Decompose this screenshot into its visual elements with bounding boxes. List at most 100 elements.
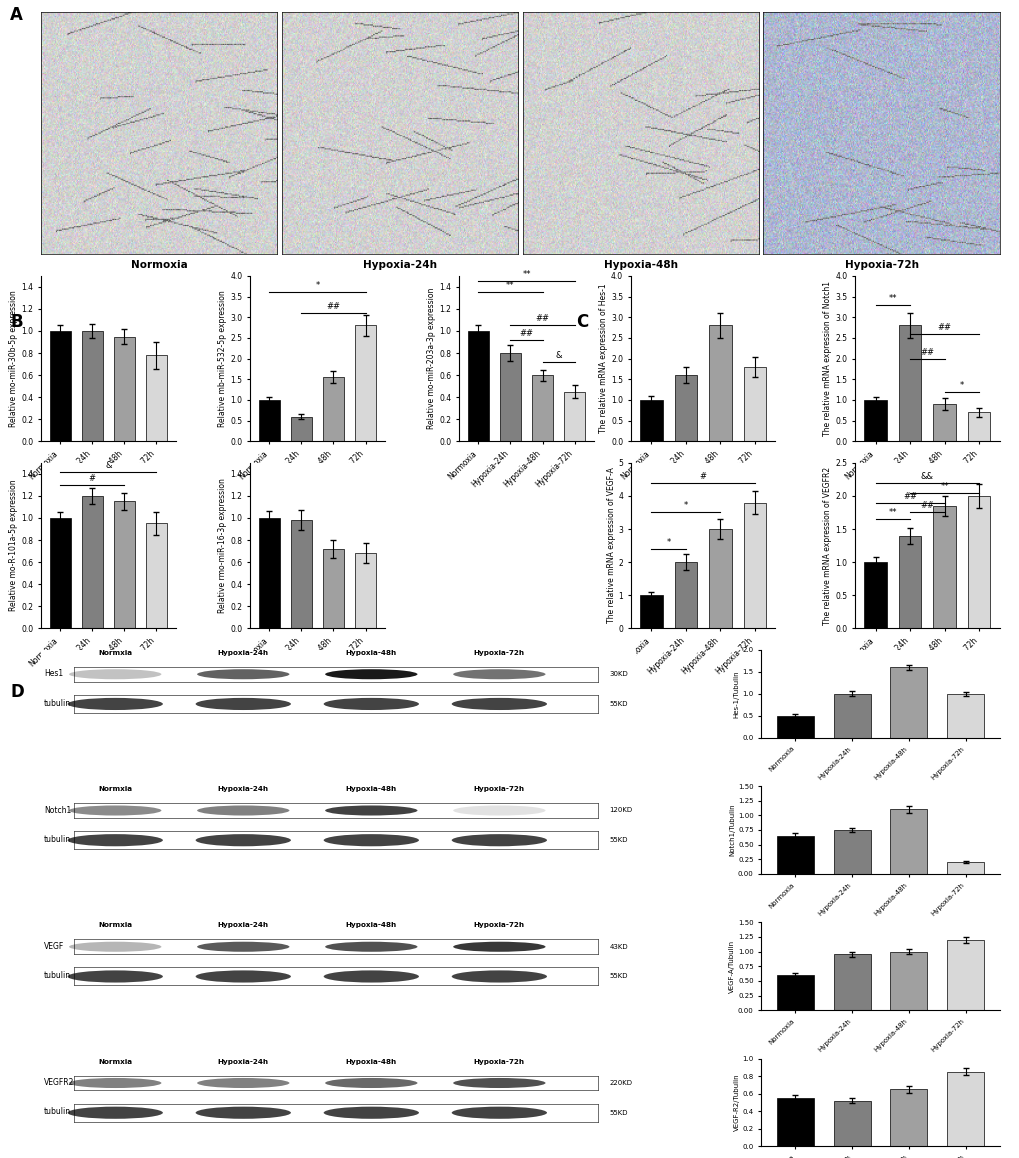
Text: Hypoxia-72h: Hypoxia-72h [474,786,525,792]
Ellipse shape [69,669,161,680]
Text: #: # [699,471,706,481]
Text: **: ** [522,270,530,279]
Text: &&: && [920,471,932,481]
Bar [640,595,662,629]
Bar [898,536,920,629]
Y-axis label: Notch1/Tubulin: Notch1/Tubulin [729,804,735,856]
Bar [82,331,103,441]
Text: B: B [10,313,22,331]
Bar [259,518,279,629]
Y-axis label: Relative rmo-miR-16-3p expression: Relative rmo-miR-16-3p expression [218,478,227,613]
Bar [932,404,955,441]
Text: tubulin: tubulin [44,698,71,708]
Bar [355,554,376,629]
Text: **: ** [940,482,948,491]
Bar [564,391,585,441]
Bar [833,694,869,738]
Bar [50,331,70,441]
Text: Hypoxia-48h: Hypoxia-48h [345,786,396,792]
Bar [932,506,955,629]
Text: ##: ## [326,302,340,312]
Bar [743,367,765,441]
Y-axis label: Hes-1/Tubulin: Hes-1/Tubulin [733,669,739,718]
Text: D: D [10,683,23,702]
Ellipse shape [197,669,289,680]
Text: Normxia: Normxia [98,923,132,929]
X-axis label: Hypoxia-48h: Hypoxia-48h [603,259,677,270]
Ellipse shape [69,941,161,952]
Bar [890,667,926,738]
Text: Normxia: Normxia [98,786,132,792]
Text: Notch1: Notch1 [44,806,71,814]
Bar [146,523,167,629]
Text: tubulin: tubulin [44,835,71,844]
Ellipse shape [196,970,290,982]
Bar [947,694,983,738]
Text: Hypoxia-24h: Hypoxia-24h [217,923,269,929]
Text: Hypoxia-48h: Hypoxia-48h [345,923,396,929]
Text: Hes1: Hes1 [44,669,63,679]
Ellipse shape [197,1078,289,1089]
Bar [890,1090,926,1146]
Ellipse shape [196,698,290,710]
Text: **: ** [888,508,897,518]
Ellipse shape [67,1107,163,1119]
Text: *: * [683,501,688,511]
Text: Hypoxia-24h: Hypoxia-24h [217,1058,269,1064]
Text: ##: ## [919,347,933,357]
Text: Hypoxia-72h: Hypoxia-72h [474,1058,525,1064]
Bar [776,716,813,738]
Bar [499,353,521,441]
Text: VEGFR2: VEGFR2 [44,1078,74,1087]
Bar [290,417,312,441]
Y-axis label: The relative mRNA expression of Hes-1: The relative mRNA expression of Hes-1 [599,284,607,433]
Bar [898,325,920,441]
Bar [259,400,279,441]
Text: &: & [105,461,111,470]
Text: Hypoxia-72h: Hypoxia-72h [474,923,525,929]
Text: ##: ## [902,491,916,500]
Ellipse shape [451,698,546,710]
Ellipse shape [325,806,417,815]
Text: Hypoxia-72h: Hypoxia-72h [474,650,525,655]
Ellipse shape [67,698,163,710]
Bar [947,863,983,874]
Ellipse shape [325,1078,417,1089]
Text: *: * [959,381,963,390]
Text: *: * [315,281,319,291]
Ellipse shape [451,1107,546,1119]
Bar [675,562,696,629]
Bar [833,830,869,874]
Bar [290,520,312,629]
X-axis label: Hypoxia-72h: Hypoxia-72h [844,259,918,270]
Y-axis label: The relative mRNA expression of VEGFR2: The relative mRNA expression of VEGFR2 [822,467,832,624]
Y-axis label: VEGF-A/Tubulin: VEGF-A/Tubulin [729,939,735,992]
Bar [146,356,167,441]
Bar [890,952,926,1010]
Text: ##: ## [535,315,549,323]
Text: 220KD: 220KD [609,1080,632,1086]
Y-axis label: VEGF-R2/Tubulin: VEGF-R2/Tubulin [733,1073,739,1131]
Bar [967,496,989,629]
Bar [114,337,135,441]
Text: VEGF: VEGF [44,941,64,951]
Ellipse shape [69,1078,161,1089]
Text: **: ** [888,294,897,302]
Y-axis label: Relative mo-miR-30b-5p expression: Relative mo-miR-30b-5p expression [9,291,18,427]
Bar [708,529,731,629]
Ellipse shape [323,1107,419,1119]
Bar [833,954,869,1010]
Text: Normxia: Normxia [98,1058,132,1064]
Ellipse shape [323,970,419,982]
Bar [864,400,886,441]
Ellipse shape [451,970,546,982]
Text: Normxia: Normxia [98,650,132,655]
Text: Hypoxia-24h: Hypoxia-24h [217,650,269,655]
Ellipse shape [69,806,161,815]
Text: C: C [576,313,588,331]
Bar [947,940,983,1010]
Text: Hypoxia-24h: Hypoxia-24h [217,786,269,792]
Bar [675,375,696,441]
Text: 120KD: 120KD [609,807,632,813]
Text: #: # [89,474,96,483]
